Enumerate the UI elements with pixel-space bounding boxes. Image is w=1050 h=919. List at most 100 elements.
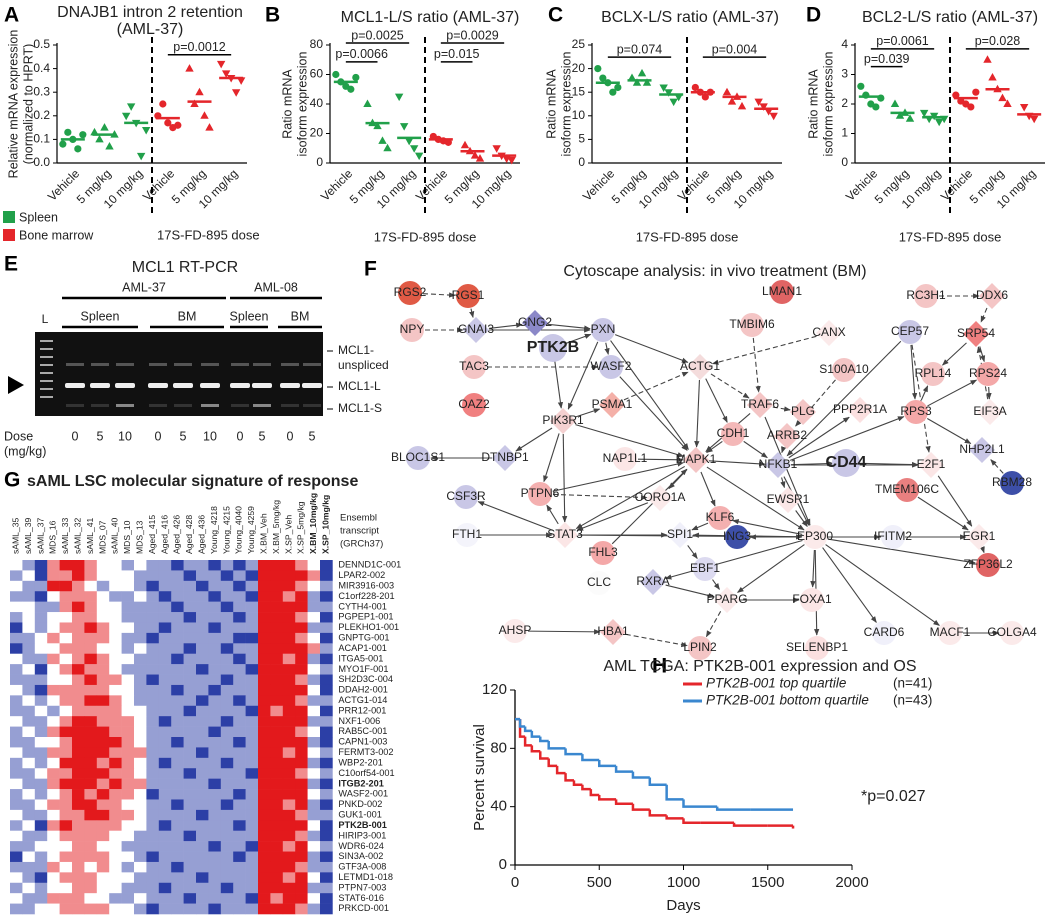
- heatmap-cell: [295, 809, 308, 821]
- heatmap-cell: [72, 705, 85, 717]
- heatmap-cell: [146, 799, 160, 811]
- heatmap-cell: [59, 809, 73, 821]
- row-label: PRR12-001: [338, 705, 386, 715]
- node-label: ARRB2: [767, 428, 807, 442]
- node-label: WASF2: [591, 359, 632, 373]
- heatmap-cell: [307, 726, 321, 738]
- survival-step: [682, 818, 701, 824]
- heatmap-cell: [245, 820, 259, 832]
- heatmap-cell: [171, 674, 184, 686]
- heatmap-cell: [258, 580, 271, 592]
- heatmap-cell: [158, 778, 172, 790]
- heatmap-cell: [245, 903, 259, 915]
- heatmap-cell: [158, 601, 172, 613]
- heatmap-cell: [245, 841, 259, 852]
- heatmap-cell: [196, 716, 209, 727]
- heatmap-cell: [320, 747, 333, 759]
- heatmap-cell: [10, 737, 23, 748]
- dot-plot-panel: C BCLX-L/S ratio (AML-37) Ratio mRNA isofor…: [544, 4, 782, 244]
- heatmap-cell: [146, 789, 160, 800]
- heatmap-cell: [158, 830, 172, 842]
- heatmap-cell: [295, 872, 308, 884]
- heatmap-cell: [208, 632, 222, 644]
- heatmap-cell: [320, 768, 333, 779]
- network-edge: [515, 427, 553, 452]
- heatmap-cell: [22, 632, 36, 644]
- heatmap-cell: [121, 830, 135, 842]
- chart-title: DNAJB1 intron 2 retention: [57, 4, 243, 21]
- network-edge: [477, 501, 554, 531]
- heatmap-cell: [59, 591, 73, 602]
- network-edge: [980, 307, 988, 323]
- heatmap-cell: [109, 778, 122, 790]
- y-axis-label: isoform expression: [295, 52, 309, 157]
- heatmap-cell: [59, 695, 73, 707]
- heatmap-cell: [134, 778, 147, 790]
- node-label: EIF3A: [973, 404, 1006, 418]
- heatmap-cell: [270, 622, 284, 634]
- heatmap-cell: [270, 632, 284, 644]
- heatmap-cell: [134, 580, 147, 592]
- heatmap-cell: [258, 737, 271, 748]
- y-tick-label: 15: [572, 84, 586, 98]
- p-value-label: p=0.039: [864, 52, 910, 66]
- heatmap-cell: [183, 737, 197, 748]
- heatmap-cell: [196, 664, 209, 675]
- heatmap-cell: [158, 705, 172, 717]
- heatmap-cell: [109, 643, 122, 655]
- heatmap-cell: [320, 841, 333, 852]
- heatmap-cell: [307, 560, 321, 571]
- node-label: NPY: [400, 322, 425, 336]
- ladder-band: [40, 356, 53, 358]
- heatmap-cell: [320, 653, 333, 665]
- network-edge: [764, 416, 811, 526]
- heatmap-cell: [34, 768, 48, 779]
- heatmap-cell: [84, 737, 98, 748]
- heatmap-cell: [10, 820, 23, 832]
- heatmap-cell: [282, 664, 296, 675]
- heatmap-cell: [208, 684, 222, 696]
- node-label: RPS24: [969, 366, 1007, 380]
- heatmap-cell: [34, 570, 48, 582]
- heatmap-cell: [121, 768, 135, 779]
- heatmap-cell: [233, 799, 246, 811]
- network-edge: [825, 544, 940, 626]
- heatmap-cell: [121, 695, 135, 707]
- y-tick-label: 5: [578, 132, 585, 146]
- heatmap-cell: [183, 632, 197, 644]
- heatmap-cell: [84, 570, 98, 582]
- heatmap-cell: [134, 560, 147, 571]
- heatmap-cell: [220, 684, 234, 696]
- heatmap-cell: [47, 684, 60, 696]
- y-tick-label: 40: [490, 798, 507, 815]
- heatmap-cell: [208, 737, 222, 748]
- heatmap-cell: [84, 560, 98, 571]
- heatmap-cell: [47, 560, 60, 571]
- heatmap-cell: [47, 768, 60, 779]
- column-label: MDS_13: [134, 520, 144, 554]
- heatmap-cell: [270, 695, 284, 707]
- heatmap-cell: [158, 570, 172, 582]
- row-label: MYO1F-001: [338, 664, 388, 674]
- network-edge: [822, 547, 877, 623]
- heatmap-cell: [307, 643, 321, 655]
- heatmap-cell: [307, 851, 321, 863]
- heatmap-cell: [320, 705, 333, 717]
- heatmap-cell: [72, 632, 85, 644]
- y-tick-label: 25: [572, 37, 586, 51]
- heatmap-cell: [10, 789, 23, 800]
- heatmap-cell: [22, 684, 36, 696]
- network-node: [921, 362, 945, 386]
- heatmap-cell: [307, 632, 321, 644]
- heatmap-cell: [171, 789, 184, 800]
- heatmap-cell: [307, 716, 321, 727]
- heatmap-cell: [96, 612, 110, 623]
- heatmap-cell: [220, 841, 234, 852]
- data-point: [205, 123, 214, 131]
- heatmap-cell: [233, 872, 246, 884]
- heatmap-cell: [196, 893, 209, 904]
- row-label: GUK1-001: [338, 810, 381, 820]
- heatmap-cell: [196, 851, 209, 863]
- data-point: [934, 118, 944, 127]
- heatmap-cell: [96, 851, 110, 863]
